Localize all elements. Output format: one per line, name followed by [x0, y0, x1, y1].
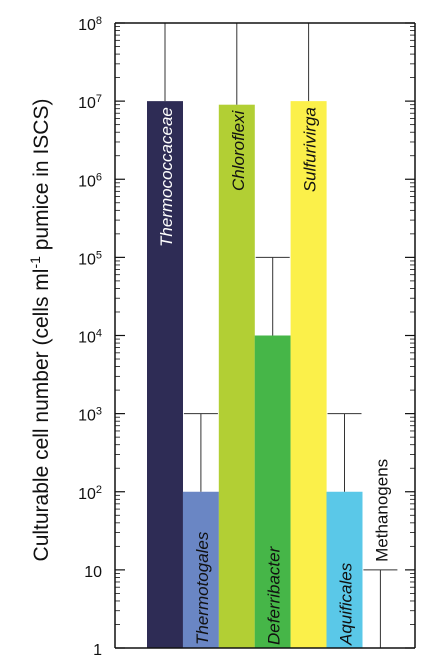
bar-sulfurivirga [290, 101, 327, 648]
y-tick-label: 10 [84, 564, 102, 581]
bars-layer [147, 101, 363, 648]
bar-label-methanogens: Methanogens [372, 459, 391, 562]
bar-aquificales [326, 491, 363, 648]
y-tick-label: 1 [93, 642, 102, 655]
y-tick-label: 105 [78, 249, 102, 268]
bar-label-chloroflexi: Chloroflexi [229, 109, 248, 191]
error-bars-layer [148, 22, 398, 648]
y-axis-label: Culturable cell number (cells ml-1 pumic… [27, 99, 53, 562]
bar-label-thermotogales: Thermotogales [193, 531, 212, 645]
y-axis-label-tail: pumice in ISCS) [30, 99, 53, 257]
y-tick-label: 103 [78, 406, 102, 425]
y-tick-label: 104 [78, 328, 102, 347]
y-tick-label: 107 [78, 93, 102, 112]
bar-label-deferribacter: Deferribacter [265, 545, 284, 645]
axes-layer [114, 22, 416, 649]
bar-deferribacter [254, 335, 291, 648]
y-axis-label-main: Culturable cell number (cells ml [30, 269, 53, 562]
bar-thermotogales [182, 491, 219, 648]
bar-labels-layer: Thermococcaceae Thermotogales Chloroflexi D… [157, 107, 391, 646]
bar-label-aquificales: Aquificales [337, 562, 356, 646]
bar-chloroflexi [218, 104, 255, 648]
bar-thermococcaceae [147, 101, 183, 648]
bar-label-thermococcaceae: Thermococcaceae [157, 107, 176, 247]
y-tick-label: 106 [78, 171, 102, 190]
tick-labels-layer: 1 10 102 103 104 105 106 107 108 [78, 15, 102, 655]
y-axis-label-superscript: -1 [27, 256, 43, 269]
y-tick-label: 102 [78, 484, 102, 503]
bar-label-sulfurivirga: Sulfurivirga [301, 107, 320, 192]
y-tick-label: 108 [78, 15, 102, 34]
